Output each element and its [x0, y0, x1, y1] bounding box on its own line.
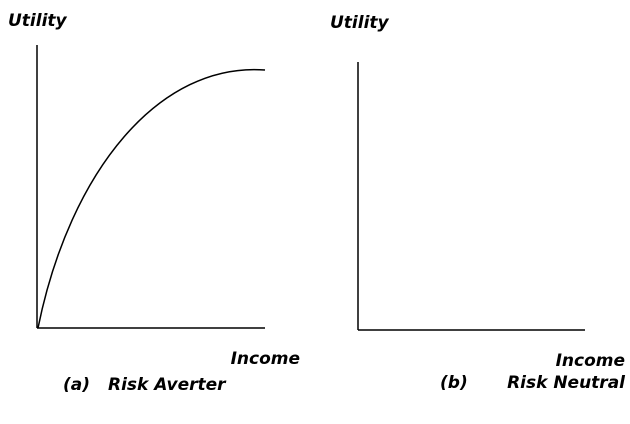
panel-a: Utility Income (a) Risk Averter	[8, 11, 300, 395]
x-label: Income	[556, 351, 625, 371]
utility-curve	[37, 68, 266, 329]
x-label: Income	[231, 349, 300, 369]
caption-label: (b)	[440, 373, 468, 393]
caption-label: (a)	[63, 375, 90, 395]
panel-b: Utility Income (b) Risk Neutral	[330, 13, 626, 393]
caption-text: Risk Averter	[108, 375, 227, 395]
y-label: Utility	[8, 11, 68, 31]
y-label: Utility	[330, 13, 390, 33]
caption-text: Risk Neutral	[507, 373, 626, 393]
